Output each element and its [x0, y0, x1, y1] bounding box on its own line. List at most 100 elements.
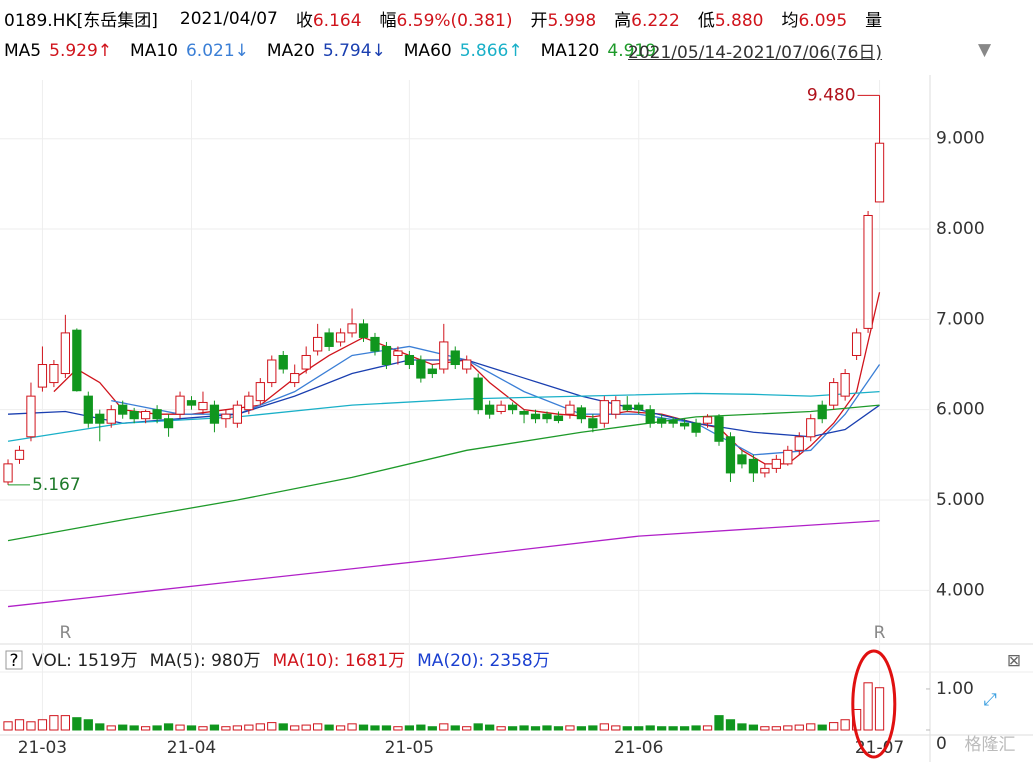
- candle-body: [702, 416, 713, 424]
- candle-body: [829, 382, 839, 406]
- volume-bar: [439, 723, 449, 731]
- volume-bar: [267, 722, 277, 731]
- expand-icon[interactable]: ⤢: [983, 690, 997, 710]
- volume-stat: VOL: 1519万: [32, 651, 138, 671]
- volume-bar: [3, 721, 13, 731]
- candle-body: [611, 400, 621, 415]
- candle-body: [553, 415, 564, 422]
- candle-body: [427, 368, 437, 375]
- volume-bar: [496, 726, 506, 731]
- candle-body: [313, 336, 323, 352]
- close-icon[interactable]: ⊠: [1007, 651, 1021, 671]
- candle-body: [72, 329, 82, 392]
- volume-stat: MA(20): 2358万: [417, 651, 550, 671]
- volume-bar: [829, 722, 839, 731]
- quote-label: 低: [697, 11, 715, 31]
- volume-bar: [186, 725, 197, 731]
- candle-body: [404, 354, 415, 366]
- volume-bar: [141, 726, 151, 731]
- volume-bar: [817, 724, 827, 731]
- volume-bar: [209, 724, 220, 731]
- annotation-label: 5.167: [32, 475, 81, 495]
- candle-body: [645, 409, 655, 424]
- candle-body: [622, 404, 632, 411]
- quote-label: 开: [530, 11, 548, 31]
- candle-body: [473, 377, 483, 411]
- volume-bar: [232, 725, 243, 731]
- volume-bar: [634, 726, 644, 731]
- help-box[interactable]: [5, 650, 23, 670]
- candle-body: [439, 341, 449, 370]
- volume-bar: [760, 726, 770, 731]
- candle-body: [760, 467, 770, 474]
- candle-body: [290, 373, 300, 384]
- volume-bar: [381, 725, 392, 731]
- candle-body: [381, 345, 392, 366]
- ma-line: [111, 345, 881, 456]
- ma-line: [7, 520, 880, 608]
- quote-value: 6.222: [631, 11, 680, 31]
- ma-line: [7, 390, 880, 442]
- candle-body: [37, 364, 48, 388]
- candle-body: [49, 364, 59, 384]
- candle-body: [794, 436, 804, 451]
- candle-body: [118, 404, 128, 415]
- candle-body: [507, 404, 518, 411]
- candle-body: [806, 418, 816, 438]
- ma-name: MA60: [403, 40, 452, 61]
- quote-item: 低5.880: [698, 6, 764, 31]
- volume-bar: [129, 725, 139, 731]
- volume-bar: [416, 724, 426, 731]
- ma-line: [7, 404, 880, 542]
- candle-body: [221, 413, 231, 420]
- volume-bar: [806, 723, 816, 731]
- quote-label: 均: [781, 11, 799, 31]
- volume-bar: [198, 726, 208, 731]
- volume-bar: [576, 726, 587, 731]
- candle-body: [60, 332, 70, 375]
- quote-value: 5.880: [714, 11, 764, 31]
- help[interactable]: ?: [9, 651, 18, 671]
- candle-body: [232, 404, 243, 424]
- candle-body: [599, 400, 609, 424]
- volume-bar: [26, 721, 36, 731]
- candle-body: [485, 404, 495, 415]
- volume-bar: [72, 717, 82, 731]
- candle-body: [783, 449, 793, 465]
- volume-bar: [771, 726, 781, 731]
- candle-body: [244, 395, 254, 411]
- candle-body: [737, 454, 747, 465]
- candle-body: [152, 409, 162, 420]
- volume-bar: [553, 726, 564, 731]
- volume-bar: [255, 723, 265, 731]
- volume-bar: [519, 725, 529, 731]
- volume-bar: [507, 726, 518, 731]
- volume-bar: [14, 719, 25, 731]
- volume-bar: [37, 719, 48, 731]
- volume-bar: [565, 725, 575, 731]
- candle-body: [542, 413, 552, 420]
- volume-bar: [588, 725, 598, 731]
- candle-body: [851, 332, 862, 356]
- ma-line: [53, 292, 881, 465]
- candle-body: [462, 359, 472, 370]
- ma-value: 5.866↑: [459, 40, 523, 61]
- volume-stat: MA(10): 1681万: [273, 651, 406, 671]
- candle-body: [255, 382, 265, 402]
- volume-bar: [714, 715, 724, 731]
- candle-body: [657, 418, 667, 424]
- quote-item: 均6.095: [781, 6, 847, 31]
- volume-label: 量: [865, 11, 883, 31]
- candle-body: [301, 354, 311, 370]
- candle-body: [416, 359, 426, 379]
- annotation-label: 9.480: [807, 85, 856, 105]
- x-tick-label: 21-06: [614, 738, 663, 758]
- candle-body: [714, 416, 724, 442]
- volume-bar: [290, 725, 300, 731]
- dropdown[interactable]: ▼: [978, 40, 992, 60]
- volume-bar: [313, 723, 323, 731]
- candle-body: [748, 458, 759, 474]
- candle-body: [209, 404, 220, 424]
- candle-body: [3, 463, 13, 483]
